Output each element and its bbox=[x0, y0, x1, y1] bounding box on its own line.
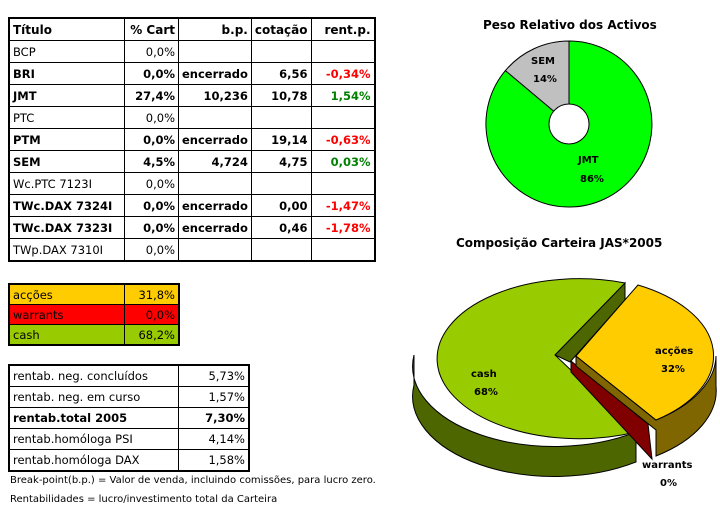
allocation-value: 31,8% bbox=[124, 283, 180, 305]
donut-chart-title: Peso Relativo dos Activos bbox=[483, 18, 657, 32]
returns-value: 1,57% bbox=[178, 386, 250, 408]
cell-cotacao: 0,46 bbox=[250, 216, 312, 239]
pie3d-cash-side bbox=[412, 354, 637, 477]
pie3d-label-accoes: acções bbox=[655, 346, 693, 357]
cell-bp: 10,236 bbox=[178, 84, 252, 107]
returns-label: rentab.homóloga DAX bbox=[8, 449, 179, 472]
cell-rent: -1,78% bbox=[310, 216, 375, 239]
allocation-row-accoes: acções 31,8% bbox=[8, 283, 180, 305]
allocation-table: acções 31,8% warrants 0,0% cash 68,2% bbox=[8, 283, 180, 346]
cell-cart: 0,0% bbox=[124, 216, 179, 239]
donut-value-jmt: 86% bbox=[580, 174, 604, 185]
cell-titulo: TWc.DAX 7323I bbox=[8, 216, 125, 239]
donut-slice-sem bbox=[504, 40, 570, 126]
holdings-row: JMT 27,4% 10,236 10,78 1,54% bbox=[8, 84, 375, 107]
allocation-value: 68,2% bbox=[124, 324, 180, 346]
holdings-row: BRI 0,0% encerrado 6,56 -0,34% bbox=[8, 62, 375, 85]
pie3d-slice-accoes bbox=[575, 284, 714, 421]
cell-titulo: Wc.PTC 7123I bbox=[8, 172, 125, 195]
allocation-row-warrants: warrants 0,0% bbox=[8, 304, 180, 325]
cell-rent bbox=[310, 238, 375, 262]
returns-row: rentab.homóloga DAX 1,58% bbox=[8, 449, 250, 472]
donut-chart: SEM 14% JMT 86% bbox=[485, 40, 653, 208]
cell-titulo: SEM bbox=[8, 150, 125, 173]
header-cart: % Cart bbox=[124, 17, 179, 41]
allocation-label: warrants bbox=[8, 304, 125, 325]
cell-cart: 27,4% bbox=[124, 84, 179, 107]
pie3d-accoes-side bbox=[575, 354, 717, 457]
returns-table: rentab. neg. concluídos 5,73% rentab. ne… bbox=[8, 364, 250, 472]
cell-cotacao: 0,00 bbox=[250, 194, 312, 217]
holdings-row: SEM 4,5% 4,724 4,75 0,03% bbox=[8, 150, 375, 173]
allocation-label: cash bbox=[8, 324, 125, 346]
holdings-row: PTC 0,0% bbox=[8, 106, 375, 129]
donut-label-sem: SEM bbox=[531, 56, 555, 67]
cell-cotacao: 6,56 bbox=[250, 62, 312, 85]
holdings-header-row: Título % Cart b.p. cotação rent.p. bbox=[8, 17, 375, 41]
note-rentabilidades: Rentabilidades = lucro/investimento tota… bbox=[10, 494, 278, 505]
holdings-table: Título % Cart b.p. cotação rent.p. BCP 0… bbox=[8, 17, 376, 262]
pie3d-slice-cash bbox=[436, 278, 638, 440]
cell-bp bbox=[178, 238, 252, 262]
cell-rent: -0,34% bbox=[310, 62, 375, 85]
cell-cart: 0,0% bbox=[124, 238, 179, 262]
cell-cotacao: 19,14 bbox=[250, 128, 312, 151]
holdings-row: TWc.DAX 7324I 0,0% encerrado 0,00 -1,47% bbox=[8, 194, 375, 217]
donut-value-sem: 14% bbox=[533, 74, 557, 85]
pie3d-label-cash: cash bbox=[471, 369, 497, 380]
cell-cotacao bbox=[250, 238, 312, 262]
cell-cotacao: 10,78 bbox=[250, 84, 312, 107]
cell-cart: 4,5% bbox=[124, 150, 179, 173]
returns-value: 4,14% bbox=[178, 428, 250, 450]
holdings-row: TWp.DAX 7310I 0,0% bbox=[8, 238, 375, 262]
note-break-point: Break-point(b.p.) = Valor de venda, incl… bbox=[10, 475, 376, 486]
cell-bp: encerrado bbox=[178, 216, 252, 239]
cell-titulo: TWp.DAX 7310I bbox=[8, 238, 125, 262]
header-rent: rent.p. bbox=[310, 17, 375, 41]
cell-cart: 0,0% bbox=[124, 106, 179, 129]
cell-rent: -0,63% bbox=[310, 128, 375, 151]
cell-bp: encerrado bbox=[178, 62, 252, 85]
pie3d-value-accoes: 32% bbox=[661, 364, 685, 375]
pie3d-chart-title: Composição Carteira JAS*2005 bbox=[456, 236, 663, 250]
pie3d-label-warrants: warrants bbox=[642, 460, 692, 471]
returns-row: rentab. neg. concluídos 5,73% bbox=[8, 364, 250, 387]
returns-value: 5,73% bbox=[178, 364, 250, 387]
cell-cart: 0,0% bbox=[124, 62, 179, 85]
returns-row: rentab.homóloga PSI 4,14% bbox=[8, 428, 250, 450]
cell-titulo: JMT bbox=[8, 84, 125, 107]
returns-label: rentab. neg. concluídos bbox=[8, 364, 179, 387]
returns-value: 1,58% bbox=[178, 449, 250, 472]
returns-row: rentab. neg. em curso 1,57% bbox=[8, 386, 250, 408]
holdings-row: TWc.DAX 7323I 0,0% encerrado 0,46 -1,78% bbox=[8, 216, 375, 239]
pie3d-value-cash: 68% bbox=[474, 387, 498, 398]
returns-label: rentab. neg. em curso bbox=[8, 386, 179, 408]
cell-bp: encerrado bbox=[178, 128, 252, 151]
cell-cart: 0,0% bbox=[124, 194, 179, 217]
cell-bp: 4,724 bbox=[178, 150, 252, 173]
holdings-row: PTM 0,0% encerrado 19,14 -0,63% bbox=[8, 128, 375, 151]
donut-label-jmt: JMT bbox=[577, 155, 599, 166]
returns-label: rentab.homóloga PSI bbox=[8, 428, 179, 450]
cell-cart: 0,0% bbox=[124, 172, 179, 195]
cell-rent: 0,03% bbox=[310, 150, 375, 173]
pie3d-chart: cash 68% acções 32% warrants 0% bbox=[412, 278, 717, 489]
pie3d-value-warrants: 0% bbox=[660, 478, 677, 489]
donut-hole bbox=[548, 103, 590, 145]
allocation-value: 0,0% bbox=[124, 304, 180, 325]
allocation-row-cash: cash 68,2% bbox=[8, 324, 180, 346]
